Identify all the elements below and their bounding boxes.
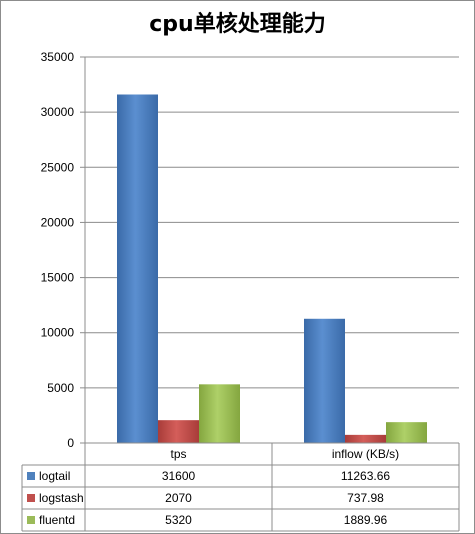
x-tick-label: tps <box>170 447 186 461</box>
legend-swatch-fluentd <box>27 516 35 524</box>
bar-logtail-1 <box>304 318 345 443</box>
legend-swatch-logstash <box>27 494 35 502</box>
bar-fluentd-1 <box>386 422 427 443</box>
legend-label: fluentd <box>39 513 75 527</box>
y-tick-label: 0 <box>67 436 74 450</box>
y-tick-label: 35000 <box>41 50 75 64</box>
bar-logstash-0 <box>158 420 199 443</box>
bar-logstash-1 <box>345 434 386 443</box>
table-value: 5320 <box>165 513 192 527</box>
x-tick-label: inflow (KB/s) <box>332 447 399 461</box>
y-tick-label: 10000 <box>41 326 75 340</box>
legend-label: logstash <box>39 491 84 505</box>
table-value: 2070 <box>165 491 192 505</box>
y-tick-label: 25000 <box>41 160 75 174</box>
table-value: 11263.66 <box>341 469 390 483</box>
y-axis: 0 5000 10000 15000 20000 25000 30000 35000 <box>41 50 86 450</box>
y-tick-label: 20000 <box>41 215 75 229</box>
legend-label: logtail <box>39 469 70 483</box>
y-tick-label: 30000 <box>41 105 75 119</box>
table-value: 737.98 <box>347 491 384 505</box>
chart-title: cpu单核处理能力 <box>149 12 326 37</box>
legend-swatch-logtail <box>27 472 35 480</box>
y-tick-label: 15000 <box>41 271 75 285</box>
y-tick-label: 5000 <box>47 381 74 395</box>
bar-fluentd-0 <box>199 384 240 443</box>
bars <box>117 94 427 444</box>
table-value: 31600 <box>162 469 196 483</box>
bar-logtail-0 <box>117 94 158 444</box>
data-table: tps inflow (KB/s) logtail 31600 11263.66 logs… <box>21 442 460 532</box>
table-value: 1889.96 <box>344 513 388 527</box>
